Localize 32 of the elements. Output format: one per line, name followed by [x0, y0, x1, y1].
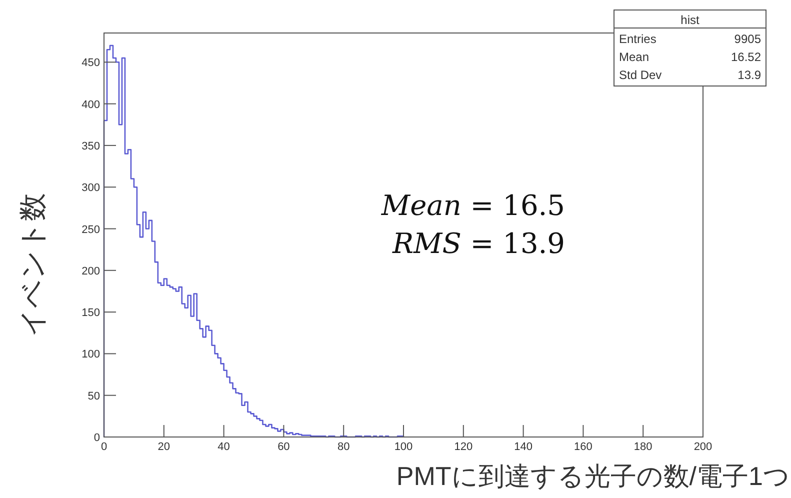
x-tick-label: 120: [454, 441, 473, 453]
y-tick-label: 150: [82, 307, 100, 320]
y-tick-label: 300: [82, 182, 100, 194]
x-tick-label: 20: [158, 441, 170, 453]
x-tick-label: 40: [218, 441, 230, 453]
x-tick-label: 160: [574, 441, 592, 453]
x-tick-label: 140: [514, 441, 532, 453]
annotation: Std Dev: [619, 68, 662, 82]
x-tick-label: 60: [278, 441, 290, 453]
x-tick-label: 200: [694, 441, 712, 453]
x-axis-title: PMTに到達する光子の数/電子1つ: [396, 461, 790, 491]
x-tick-label: 180: [634, 441, 652, 453]
y-tick-label: 450: [82, 57, 100, 70]
y-tick-label: 400: [82, 98, 100, 111]
y-tick-label: 350: [82, 140, 100, 152]
text: 16.52: [730, 50, 762, 64]
text: 13.9: [738, 68, 762, 82]
y-axis-title: イベント数: [17, 193, 48, 337]
y-tick-label: 0: [94, 432, 100, 444]
text: hist: [680, 13, 700, 27]
x-tick-label: 100: [394, 441, 413, 453]
y-tick-label: 250: [82, 224, 100, 236]
y-tick-label: 200: [82, 265, 100, 278]
y-tick-label: 50: [88, 390, 100, 402]
x-tick-label: 0: [100, 441, 108, 453]
text: 9905: [734, 32, 762, 46]
x-tick-label: 80: [337, 441, 350, 453]
annotation: Mean = 16.5: [380, 189, 565, 222]
annotation: RMS = 13.9: [391, 227, 565, 260]
annotation: Mean: [619, 50, 650, 64]
y-tick-label: 100: [82, 348, 100, 361]
annotation: Entries: [619, 32, 656, 46]
